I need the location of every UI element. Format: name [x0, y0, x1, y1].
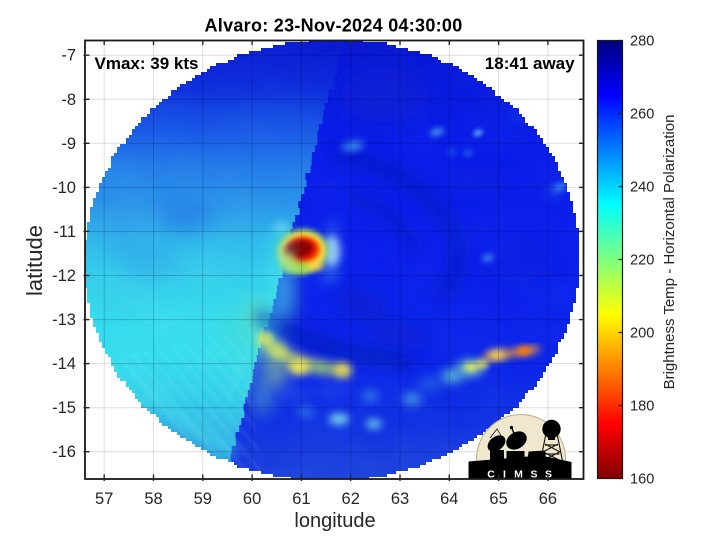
- svg-text:57: 57: [95, 490, 113, 508]
- svg-text:200: 200: [630, 326, 654, 342]
- svg-text:64: 64: [440, 490, 458, 508]
- svg-text:-9: -9: [61, 135, 76, 153]
- svg-text:61: 61: [292, 490, 310, 508]
- svg-text:60: 60: [243, 490, 261, 508]
- svg-text:longitude: longitude: [294, 510, 375, 532]
- svg-text:240: 240: [630, 180, 654, 196]
- svg-text:63: 63: [391, 490, 409, 508]
- svg-text:18:41 away: 18:41 away: [485, 54, 575, 73]
- svg-text:-7: -7: [61, 47, 76, 65]
- svg-text:59: 59: [194, 490, 212, 508]
- svg-text:-11: -11: [53, 223, 76, 241]
- svg-text:-13: -13: [52, 311, 76, 329]
- svg-text:latitude: latitude: [22, 225, 47, 296]
- svg-text:220: 220: [630, 253, 654, 269]
- svg-text:S: S: [545, 469, 552, 481]
- svg-text:65: 65: [489, 490, 507, 508]
- svg-text:-14: -14: [52, 355, 76, 373]
- svg-text:180: 180: [630, 399, 654, 415]
- svg-text:160: 160: [630, 472, 654, 488]
- svg-text:-16: -16: [52, 443, 76, 461]
- svg-text:Brightness Temp - Horizontal P: Brightness Temp - Horizontal Polarizatio…: [661, 115, 678, 390]
- svg-text:62: 62: [342, 490, 360, 508]
- svg-text:-10: -10: [52, 179, 76, 197]
- svg-text:-15: -15: [52, 399, 76, 417]
- svg-text:C: C: [487, 469, 495, 481]
- svg-text:66: 66: [539, 490, 557, 508]
- svg-text:I: I: [503, 469, 506, 481]
- svg-text:M: M: [514, 469, 523, 481]
- svg-text:Vmax: 39 kts: Vmax: 39 kts: [95, 54, 199, 73]
- svg-text:58: 58: [144, 490, 162, 508]
- svg-text:-8: -8: [61, 91, 76, 109]
- svg-text:S: S: [530, 469, 537, 481]
- svg-text:260: 260: [630, 107, 654, 123]
- svg-text:-12: -12: [52, 267, 76, 285]
- svg-text:Alvaro: 23-Nov-2024 04:30:00: Alvaro: 23-Nov-2024 04:30:00: [205, 16, 463, 36]
- svg-text:280: 280: [630, 34, 654, 50]
